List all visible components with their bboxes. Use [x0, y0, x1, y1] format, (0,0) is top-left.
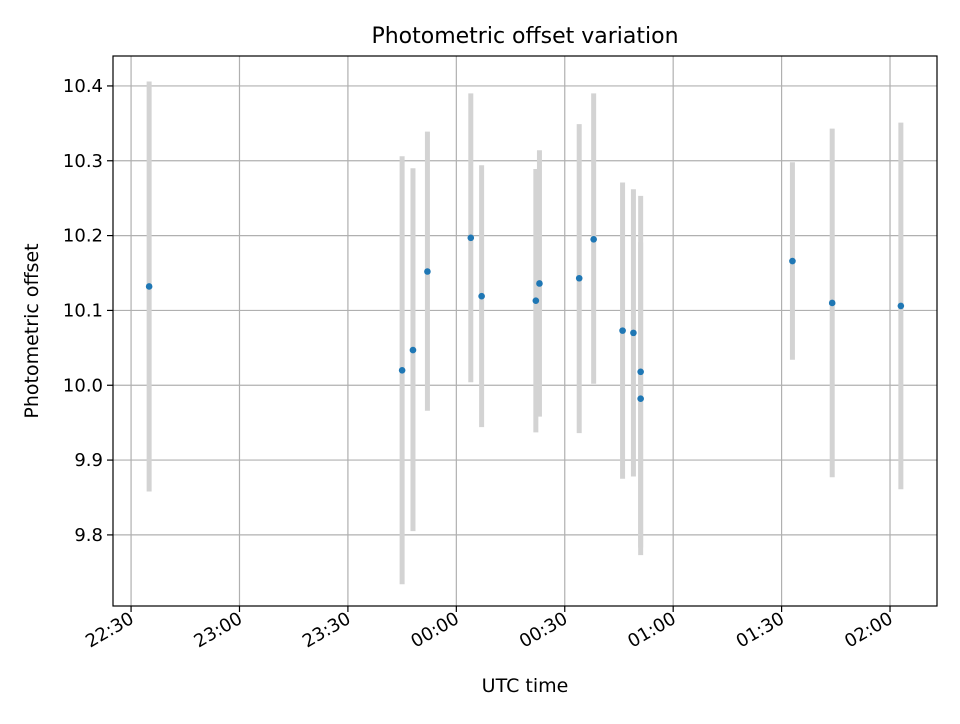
- y-tick-label: 9.9: [74, 450, 103, 471]
- data-point: [590, 236, 597, 243]
- plot-background: [113, 56, 937, 606]
- data-points: [145, 234, 905, 403]
- data-point: [398, 366, 406, 374]
- y-tick-label: 10.1: [63, 300, 103, 321]
- data-point: [409, 346, 417, 354]
- data-point: [575, 274, 583, 282]
- y-tick-label: 10.0: [63, 375, 103, 396]
- data-point: [536, 280, 543, 287]
- data-point: [897, 302, 905, 310]
- data-point: [828, 299, 836, 307]
- chart-title: Photometric offset variation: [371, 24, 678, 49]
- y-axis-label: Photometric offset: [21, 243, 43, 418]
- y-axis-ticks: 9.8 9.9 10.0 10.1 10.2 10.3 10.4: [63, 76, 113, 546]
- plot-frame: [112, 55, 938, 607]
- grid: [113, 56, 937, 606]
- data-point: [424, 268, 431, 275]
- data-point: [467, 234, 475, 242]
- y-tick-label: 10.2: [63, 226, 103, 247]
- y-tick-label: 10.3: [63, 151, 103, 172]
- data-point: [637, 368, 644, 376]
- data-point: [789, 257, 796, 265]
- data-point: [637, 395, 644, 403]
- data-point: [478, 292, 485, 300]
- data-point: [619, 327, 626, 334]
- x-axis-label: UTC time: [482, 675, 569, 697]
- data-point: [145, 283, 153, 290]
- data-point: [630, 329, 637, 337]
- y-tick-label: 10.4: [63, 76, 103, 97]
- y-tick-label: 9.8: [74, 525, 103, 546]
- data-point: [532, 297, 540, 304]
